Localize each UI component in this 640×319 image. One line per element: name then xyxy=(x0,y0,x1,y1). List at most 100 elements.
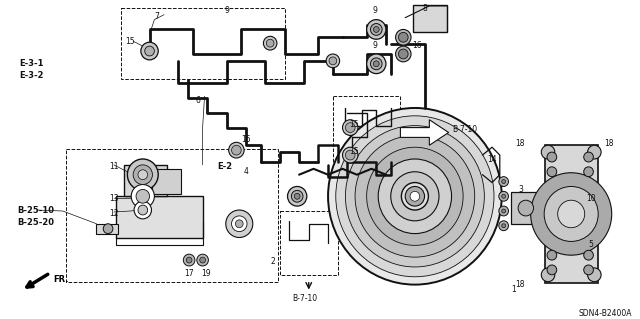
Circle shape xyxy=(232,145,241,155)
Circle shape xyxy=(373,61,379,67)
Circle shape xyxy=(502,194,506,198)
Circle shape xyxy=(197,254,209,266)
Circle shape xyxy=(294,193,300,199)
Text: 13: 13 xyxy=(109,194,118,203)
Circle shape xyxy=(499,206,508,216)
Circle shape xyxy=(541,145,555,159)
Circle shape xyxy=(588,145,601,159)
Circle shape xyxy=(367,20,386,39)
Bar xyxy=(97,224,118,234)
Circle shape xyxy=(367,54,386,74)
Text: 15: 15 xyxy=(349,147,359,156)
Circle shape xyxy=(499,221,508,231)
Text: 9: 9 xyxy=(372,41,378,50)
Text: 18: 18 xyxy=(515,139,525,148)
Circle shape xyxy=(200,257,205,263)
Text: 15: 15 xyxy=(349,120,359,129)
Text: 9: 9 xyxy=(225,6,230,15)
Text: E-3-2: E-3-2 xyxy=(19,71,44,80)
Circle shape xyxy=(396,29,411,45)
Text: B-25-20: B-25-20 xyxy=(17,218,54,227)
Circle shape xyxy=(134,201,152,219)
Bar xyxy=(511,192,540,224)
Text: 9: 9 xyxy=(372,6,378,15)
Text: 19: 19 xyxy=(202,269,211,278)
Circle shape xyxy=(342,147,358,163)
Text: 18: 18 xyxy=(515,280,525,289)
Bar xyxy=(333,96,401,165)
Circle shape xyxy=(399,33,408,42)
Circle shape xyxy=(103,224,113,234)
Circle shape xyxy=(346,123,355,132)
Circle shape xyxy=(547,152,557,162)
Circle shape xyxy=(336,116,494,277)
Circle shape xyxy=(291,190,303,202)
Circle shape xyxy=(410,191,420,201)
Bar xyxy=(120,8,285,78)
Bar xyxy=(413,5,447,33)
Circle shape xyxy=(346,150,355,160)
Bar xyxy=(152,169,181,194)
Circle shape xyxy=(405,187,424,206)
Circle shape xyxy=(547,250,557,260)
Text: 7: 7 xyxy=(154,12,159,21)
Circle shape xyxy=(131,184,154,208)
Text: B-7-10: B-7-10 xyxy=(292,294,317,303)
Circle shape xyxy=(328,108,502,285)
Text: 3: 3 xyxy=(518,184,523,194)
Bar xyxy=(545,145,598,283)
Circle shape xyxy=(584,265,593,275)
Text: 17: 17 xyxy=(184,269,194,278)
Text: 6: 6 xyxy=(196,96,201,105)
Text: 15: 15 xyxy=(125,37,135,46)
Text: 4: 4 xyxy=(243,167,248,176)
Circle shape xyxy=(499,177,508,187)
Circle shape xyxy=(502,180,506,183)
Circle shape xyxy=(371,24,382,35)
Circle shape xyxy=(373,26,379,33)
Text: 12: 12 xyxy=(109,209,118,218)
Circle shape xyxy=(264,36,277,50)
Circle shape xyxy=(127,159,158,190)
Circle shape xyxy=(266,39,274,47)
Circle shape xyxy=(544,187,598,241)
Text: 2: 2 xyxy=(270,257,275,266)
Circle shape xyxy=(547,265,557,275)
Text: 15: 15 xyxy=(241,136,251,145)
Bar xyxy=(66,149,278,282)
Circle shape xyxy=(236,220,243,228)
Text: 10: 10 xyxy=(587,194,596,203)
Circle shape xyxy=(232,216,247,232)
Circle shape xyxy=(518,200,534,216)
Circle shape xyxy=(584,152,593,162)
Circle shape xyxy=(557,200,585,228)
Circle shape xyxy=(183,254,195,266)
Circle shape xyxy=(391,172,439,221)
Circle shape xyxy=(399,49,408,59)
Circle shape xyxy=(138,205,148,215)
Circle shape xyxy=(547,167,557,177)
Circle shape xyxy=(502,224,506,228)
Text: B-7-10: B-7-10 xyxy=(452,125,477,134)
Circle shape xyxy=(588,268,601,282)
Text: 1: 1 xyxy=(511,285,516,293)
Text: B-25-10: B-25-10 xyxy=(17,206,54,215)
Text: FR.: FR. xyxy=(53,275,68,284)
Circle shape xyxy=(371,58,382,70)
Polygon shape xyxy=(401,120,449,145)
Circle shape xyxy=(401,182,428,210)
Circle shape xyxy=(138,170,148,180)
Circle shape xyxy=(226,210,253,238)
Circle shape xyxy=(287,187,307,206)
Circle shape xyxy=(499,191,508,201)
Circle shape xyxy=(141,42,158,60)
Circle shape xyxy=(584,250,593,260)
Circle shape xyxy=(584,167,593,177)
Text: 14: 14 xyxy=(487,155,497,164)
Circle shape xyxy=(145,46,154,56)
Circle shape xyxy=(346,126,484,267)
Circle shape xyxy=(136,189,150,203)
Circle shape xyxy=(355,136,475,257)
Text: 5: 5 xyxy=(589,241,593,249)
Circle shape xyxy=(541,268,555,282)
